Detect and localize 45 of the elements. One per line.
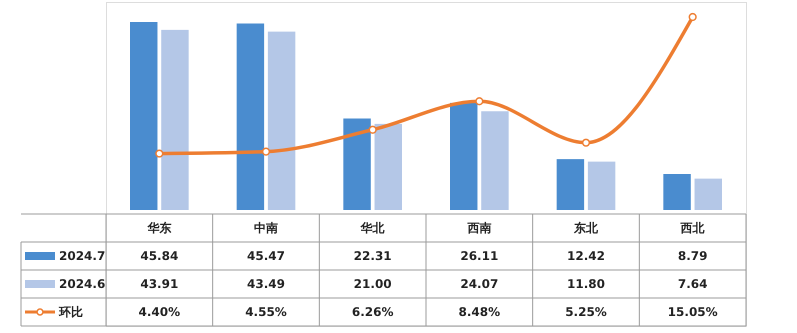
data-label: 8.79 [678, 249, 708, 263]
bar [268, 32, 296, 210]
x-tick-label: 西南 [466, 221, 492, 235]
point [582, 138, 590, 147]
bar [694, 178, 722, 210]
data-label: 21.00 [354, 277, 392, 291]
point [688, 12, 697, 22]
legend-label: 环比 [58, 305, 83, 319]
bar [236, 24, 264, 210]
point [155, 149, 164, 158]
point [368, 126, 377, 134]
data-label: 45.84 [140, 249, 178, 263]
bar [588, 162, 616, 210]
point [475, 97, 484, 106]
data-label: 11.80 [567, 277, 605, 291]
data-label: 12.42 [567, 249, 605, 263]
data-label: 24.07 [460, 277, 498, 291]
legend-label: 2024.7 [59, 249, 106, 263]
data-label: 8.48% [458, 305, 500, 319]
bar [556, 159, 584, 210]
legend-label: 2024.6 [59, 277, 106, 291]
data-label: 43.49 [247, 277, 285, 291]
data-label: 4.40% [138, 305, 180, 319]
x-tick-label: 华东 [146, 221, 172, 235]
bar [161, 30, 189, 210]
data-label: 22.31 [354, 249, 392, 263]
data-label: 7.64 [678, 277, 708, 291]
point [262, 148, 270, 156]
bar [450, 102, 478, 210]
data-label: 45.47 [247, 249, 285, 263]
bar [663, 174, 691, 210]
x-tick-label: 华北 [360, 221, 386, 235]
bar [130, 22, 158, 210]
bar [374, 124, 402, 210]
bar [343, 118, 371, 210]
x-tick-label: 西北 [680, 221, 706, 235]
data-label: 26.11 [460, 249, 498, 263]
data-label: 15.05% [668, 305, 718, 319]
x-tick-label: 东北 [573, 221, 599, 235]
data-label: 5.25% [565, 305, 607, 319]
data-label: 4.55% [245, 305, 287, 319]
bar [481, 111, 509, 210]
x-tick-label: 中南 [254, 221, 278, 235]
data-label: 43.91 [140, 277, 178, 291]
data-label: 6.26% [352, 305, 394, 319]
